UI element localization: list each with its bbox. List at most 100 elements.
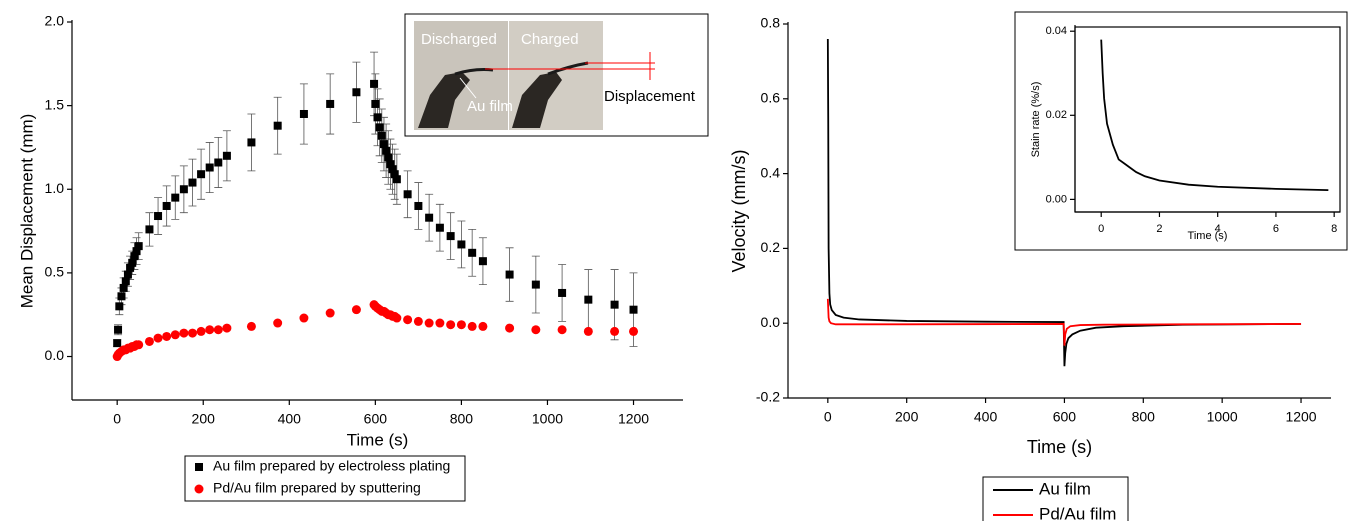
point — [629, 326, 639, 336]
point — [144, 336, 154, 346]
point — [153, 333, 163, 343]
point — [610, 300, 619, 309]
film-holder-1 — [418, 72, 470, 128]
point — [446, 232, 455, 241]
point — [325, 308, 335, 318]
x-tick-label: 400 — [974, 409, 998, 425]
x-tick-label: 200 — [895, 409, 919, 425]
legend-label: Pd/Au film prepared by sputtering — [213, 480, 421, 496]
point — [154, 212, 163, 221]
point — [392, 313, 402, 323]
legend-label: Pd/Au film — [1039, 504, 1116, 521]
x-axis-label: Time (s) — [347, 430, 409, 449]
point — [205, 325, 215, 335]
point — [130, 252, 139, 261]
point — [531, 280, 540, 289]
x-tick-label: 200 — [192, 411, 216, 427]
point — [162, 201, 171, 210]
point — [114, 325, 123, 334]
point — [583, 326, 593, 336]
point — [113, 339, 122, 348]
y-axis-label: Velocity (mm/s) — [729, 149, 749, 272]
point — [246, 321, 256, 331]
x-tick-label: 0 — [1098, 223, 1104, 235]
line — [1100, 39, 1329, 192]
x-tick-label: 600 — [1053, 409, 1077, 425]
point — [379, 140, 388, 149]
x-tick-label: 400 — [278, 411, 302, 427]
x-axis-label: Time (s) — [1027, 437, 1092, 457]
point — [132, 247, 141, 256]
point — [205, 163, 214, 172]
point — [128, 258, 137, 267]
point — [610, 326, 620, 336]
point — [188, 178, 197, 187]
y-tick-label: 0.5 — [45, 264, 65, 280]
x-tick-label: 1000 — [1207, 409, 1238, 425]
x-tick-label: 1200 — [1285, 409, 1316, 425]
film-holder-2 — [512, 72, 562, 128]
y-tick-label: 0.2 — [761, 239, 781, 255]
film-2 — [547, 61, 589, 76]
point — [403, 315, 413, 325]
y-tick-label: 0.02 — [1046, 109, 1067, 121]
legend-swatch — [195, 463, 203, 471]
point — [386, 160, 395, 169]
point — [370, 79, 379, 88]
film-1 — [454, 68, 494, 76]
point — [117, 292, 126, 301]
point — [179, 328, 189, 338]
line — [826, 38, 1302, 367]
point — [557, 325, 567, 335]
x-tick-label: 8 — [1331, 223, 1337, 235]
point — [171, 193, 180, 202]
point — [187, 328, 197, 338]
point — [478, 321, 488, 331]
y-axis-label: Stain rate (%/s) — [1030, 82, 1042, 158]
point — [197, 170, 206, 179]
y-axis-label: Mean Displacement (mm) — [17, 114, 36, 309]
inset-frame — [1014, 11, 1348, 251]
point — [558, 288, 567, 297]
point — [403, 190, 412, 199]
annotation: Charged — [521, 31, 579, 48]
point — [213, 325, 223, 335]
point — [119, 283, 128, 292]
x-tick-label: 2 — [1156, 223, 1162, 235]
point — [126, 263, 135, 272]
y-tick-label: 1.0 — [45, 180, 65, 196]
annotation: Au film — [467, 98, 513, 115]
point — [299, 313, 309, 323]
y-tick-label: -0.2 — [756, 389, 780, 405]
point — [222, 151, 231, 160]
point — [196, 326, 206, 336]
point — [390, 170, 399, 179]
y-tick-label: 0.6 — [761, 90, 781, 106]
y-tick-label: 2.0 — [45, 13, 65, 29]
point — [424, 318, 434, 328]
point — [377, 131, 386, 140]
point — [384, 153, 393, 162]
legend-swatch — [194, 484, 204, 494]
y-tick-label: 1.5 — [45, 96, 65, 112]
y-tick-label: 0.04 — [1046, 25, 1067, 37]
x-tick-label: 1000 — [532, 411, 563, 427]
point — [382, 146, 391, 155]
annotation: Displacement — [604, 88, 696, 105]
y-tick-label: 0.4 — [761, 164, 781, 180]
point — [222, 323, 232, 333]
y-tick-label: 0.8 — [761, 15, 781, 31]
point — [352, 88, 361, 97]
point — [468, 248, 477, 257]
point — [457, 240, 466, 249]
point — [351, 305, 361, 315]
point — [467, 321, 477, 331]
point — [388, 165, 397, 174]
point — [273, 121, 282, 130]
point — [214, 158, 223, 167]
point — [273, 318, 283, 328]
y-tick-label: 0.00 — [1046, 193, 1067, 205]
y-tick-label: 0.0 — [761, 314, 781, 330]
